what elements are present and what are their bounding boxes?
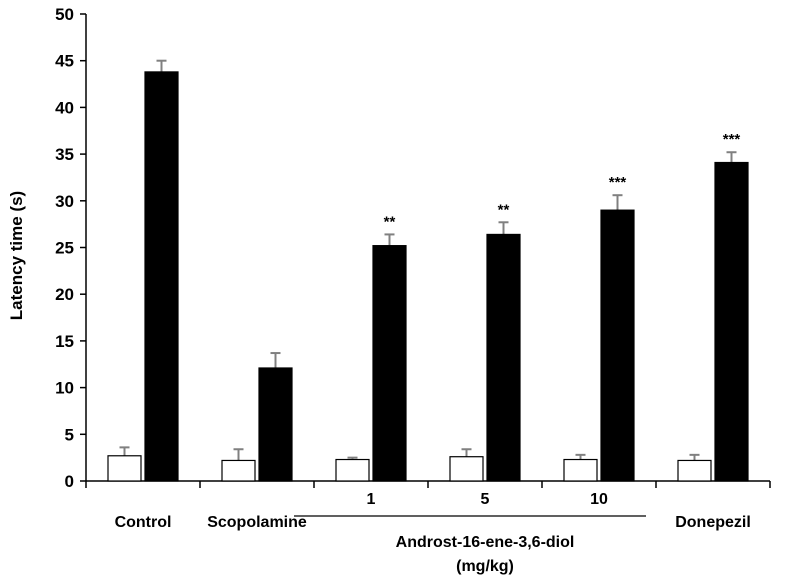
y-tick-label-40: 40 <box>55 98 74 117</box>
y-tick-label-25: 25 <box>55 239 74 258</box>
bar-s2-1 <box>258 367 293 482</box>
bar-s2-3 <box>486 233 521 482</box>
x-tick-label-0: Control <box>115 514 172 531</box>
bar-s2-5 <box>714 161 749 482</box>
y-tick-label-0: 0 <box>65 472 74 491</box>
bar-s1-1 <box>221 459 256 482</box>
bar-s1-2 <box>335 458 370 482</box>
x-tick-label-5: Donepezil <box>675 514 751 531</box>
y-tick-label-15: 15 <box>55 332 74 351</box>
bar-s2-0 <box>144 71 179 482</box>
significance-label-4: *** <box>609 174 627 191</box>
x-tick-label-1: Scopolamine <box>207 514 307 531</box>
bar-s2-2 <box>372 245 407 482</box>
significance-label-3: ** <box>498 201 510 218</box>
x-tick-label-3: 5 <box>481 491 490 508</box>
bar-s1-4 <box>563 458 598 482</box>
y-axis-title: Latency time (s) <box>7 191 26 320</box>
x-tick-label-4: 10 <box>590 491 608 508</box>
y-tick-label-45: 45 <box>55 52 74 71</box>
bar-s1-0 <box>107 455 142 482</box>
x-tick-label-2: 1 <box>367 491 376 508</box>
y-tick-label-50: 50 <box>55 5 74 24</box>
y-tick-label-35: 35 <box>55 145 74 164</box>
group-label-line1: Androst-16-ene-3,6-diol <box>396 534 575 551</box>
y-tick-label-30: 30 <box>55 192 74 211</box>
bars-layer <box>107 59 749 482</box>
significance-label-2: ** <box>384 213 396 230</box>
bar-s2-4 <box>600 209 635 482</box>
significance-label-5: *** <box>723 131 741 148</box>
y-tick-label-10: 10 <box>55 379 74 398</box>
bar-s1-3 <box>449 456 484 482</box>
bar-s1-5 <box>677 459 712 482</box>
y-tick-label-20: 20 <box>55 285 74 304</box>
axes-layer <box>80 13 771 517</box>
y-tick-label-5: 5 <box>65 425 74 444</box>
group-label-line2: (mg/kg) <box>456 558 514 575</box>
